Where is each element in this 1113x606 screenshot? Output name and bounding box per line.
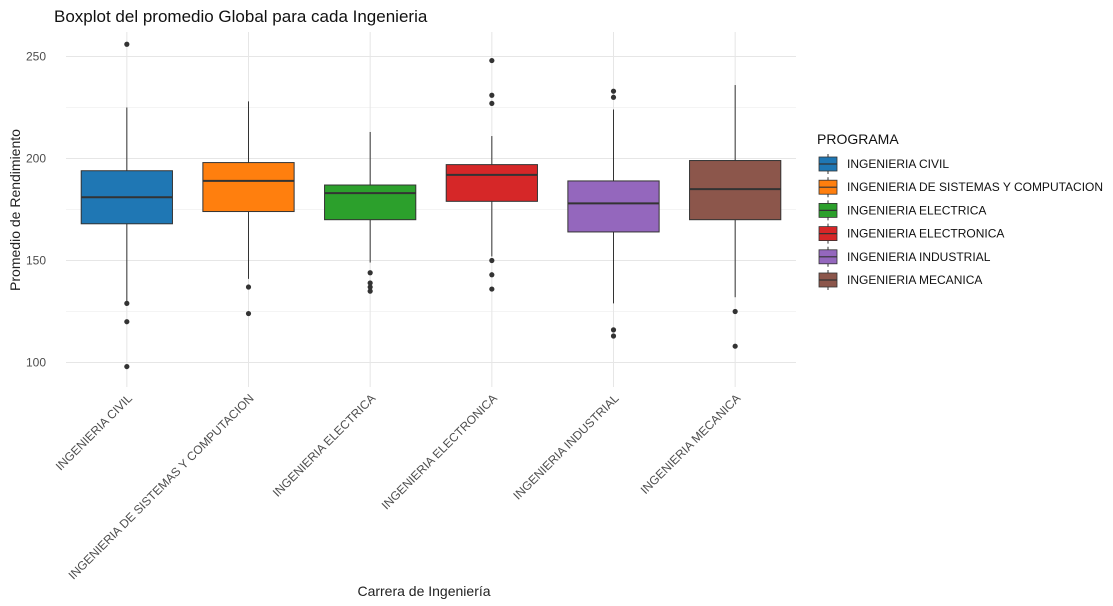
y-axis-title: Promedio de Rendimiento — [7, 129, 23, 291]
outlier-point — [367, 288, 373, 294]
box-4 — [445, 57, 538, 292]
legend-label: INGENIERIA ELECTRICA — [847, 203, 986, 217]
box-body — [202, 162, 295, 213]
outlier-point — [245, 284, 252, 290]
outlier-point — [124, 319, 130, 325]
outlier-point — [489, 286, 495, 292]
outlier-point — [732, 343, 738, 349]
x-tick-label: INGENIERIA DE SISTEMAS Y COMPUTACION — [66, 391, 257, 582]
x-axis-title: Carrera de Ingeniería — [357, 583, 490, 599]
legend-title: PROGRAMA — [817, 131, 899, 147]
legend-label: INGENIERIA ELECTRONICA — [847, 227, 1004, 241]
y-axis-ticks: 100 150 200 250 — [26, 49, 46, 369]
grid-lines — [66, 32, 796, 387]
boxes — [80, 41, 782, 370]
legend-item-4: INGENIERIA ELECTRONICA — [818, 223, 1004, 244]
x-tick-label: INGENIERIA CIVIL — [53, 391, 135, 473]
outlier-point — [367, 270, 373, 276]
outlier-point — [610, 327, 617, 333]
box-3 — [324, 131, 417, 294]
outlier-point — [124, 300, 130, 306]
outlier-point — [732, 308, 738, 315]
outlier-point — [124, 41, 130, 47]
outlier-point — [610, 94, 617, 100]
outlier-point — [489, 257, 495, 264]
x-tick-label: INGENIERIA MECANICA — [638, 391, 744, 497]
legend-item-2: INGENIERIA DE SISTEMAS Y COMPUTACION — [818, 177, 1103, 198]
x-tick-label: INGENIERIA ELECTRONICA — [379, 391, 500, 512]
box-1 — [80, 41, 173, 370]
y-tick-label: 200 — [26, 151, 46, 165]
legend-label: INGENIERIA DE SISTEMAS Y COMPUTACION — [847, 180, 1103, 194]
legend-item-1: INGENIERIA CIVIL — [818, 154, 949, 174]
y-tick-label: 100 — [26, 356, 46, 370]
box-2 — [202, 101, 295, 317]
legend-item-6: INGENIERIA MECANICA — [818, 270, 982, 290]
outlier-point — [367, 284, 373, 290]
y-tick-label: 150 — [26, 254, 46, 268]
legend-label: INGENIERIA CIVIL — [847, 157, 949, 171]
box-body — [689, 160, 782, 221]
legend: PROGRAMA INGENIERIA CIVIL INGENIERIA DE S… — [817, 131, 1103, 290]
chart-title: Boxplot del promedio Global para cada In… — [54, 7, 428, 26]
outlier-point — [245, 310, 252, 317]
legend-label: INGENIERIA INDUSTRIAL — [847, 250, 991, 264]
box-body — [324, 184, 417, 221]
x-tick-label: INGENIERIA INDUSTRIAL — [510, 391, 622, 503]
legend-label: INGENIERIA MECANICA — [847, 273, 982, 287]
outlier-point — [124, 363, 130, 370]
box-6 — [689, 85, 782, 349]
outlier-point — [489, 272, 495, 278]
legend-item-5: INGENIERIA INDUSTRIAL — [818, 246, 991, 267]
box-5 — [567, 88, 660, 339]
legend-item-3: INGENIERIA ELECTRICA — [818, 200, 986, 221]
outlier-point — [489, 92, 495, 98]
outlier-point — [489, 100, 495, 107]
outlier-point — [367, 280, 373, 286]
outlier-point — [610, 88, 617, 94]
outlier-point — [610, 333, 617, 339]
box-body — [445, 164, 538, 202]
x-tick-label: INGENIERIA ELECTRICA — [270, 391, 378, 499]
outlier-point — [489, 57, 495, 64]
box-body — [567, 180, 660, 233]
y-tick-label: 250 — [26, 49, 46, 63]
